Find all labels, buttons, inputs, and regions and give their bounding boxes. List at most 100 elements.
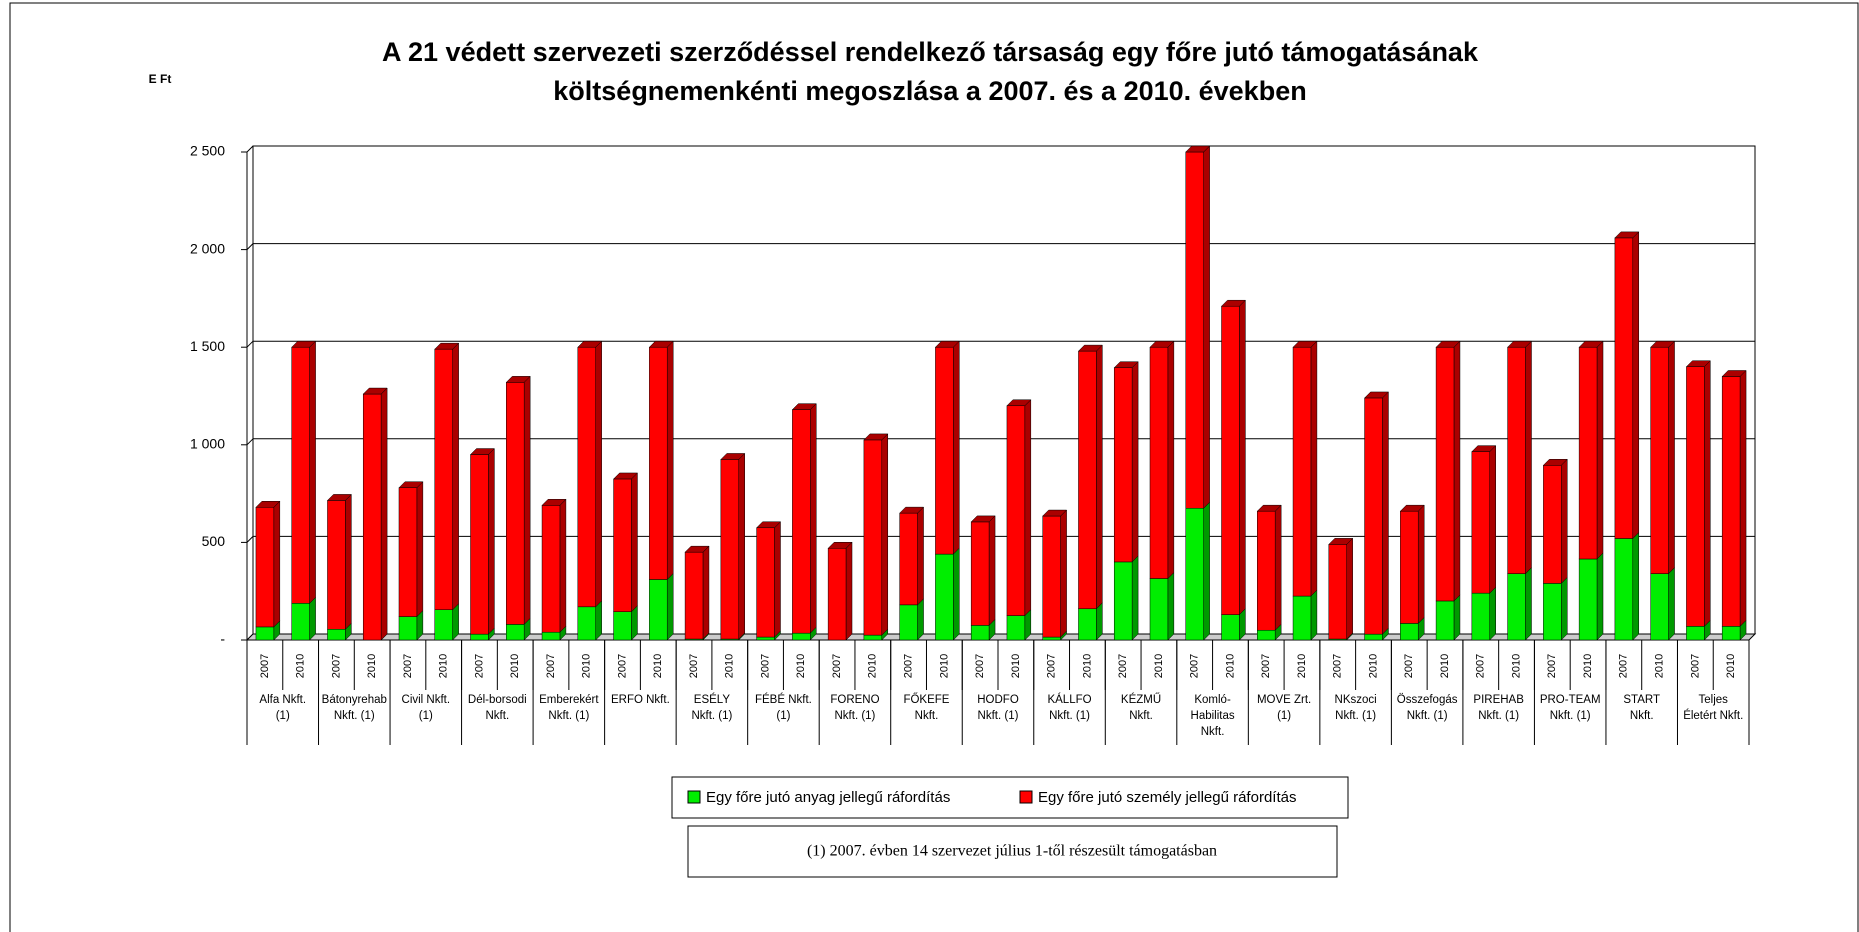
group-label: ERFO Nkft.	[611, 694, 670, 706]
bar-side	[845, 541, 853, 641]
bar-side	[738, 452, 745, 640]
bar-top	[1542, 459, 1568, 466]
group-label: Nkft.	[1129, 710, 1153, 722]
bar	[970, 625, 990, 641]
bar-side	[1668, 567, 1675, 641]
grid-line-depth	[246, 536, 254, 543]
bar-top	[1042, 509, 1068, 517]
x-tick-label: 2010	[1725, 654, 1737, 678]
group-label: NKszoci	[1335, 694, 1377, 706]
x-tick-label: 2007	[1117, 654, 1129, 678]
group-label: Teljes	[1699, 694, 1729, 706]
grid-line-depth	[246, 243, 254, 250]
bar	[506, 382, 525, 625]
bar-side	[273, 500, 281, 628]
bar-side	[1453, 594, 1461, 641]
bar	[1006, 615, 1026, 641]
bar-top	[577, 340, 603, 348]
bar	[649, 579, 668, 641]
bar-side	[953, 547, 960, 641]
x-tick-label: 2010	[795, 654, 807, 678]
bar	[541, 505, 561, 633]
group-label: FÉBÉ Nkft.	[755, 693, 812, 706]
x-tick-label: 2010	[1510, 654, 1522, 678]
group-label: PRO-TEAM	[1540, 694, 1601, 706]
x-tick-label: 2010	[509, 654, 521, 678]
x-tick-label: 2007	[330, 654, 342, 678]
bar	[1400, 623, 1419, 641]
bar	[577, 346, 596, 608]
group-label: Nkft. (1)	[548, 710, 589, 722]
bar-top	[434, 342, 460, 350]
bar	[756, 636, 775, 641]
bar	[291, 346, 310, 604]
bar	[1686, 626, 1705, 641]
group-label: FŐKEFE	[903, 692, 949, 706]
bar	[1221, 614, 1240, 641]
group-label: MOVE Zrt.	[1257, 694, 1311, 706]
group-label: START	[1623, 694, 1660, 706]
group-label: Nkft. (1)	[691, 710, 732, 722]
bar-side	[1346, 537, 1353, 640]
bar-top	[791, 403, 817, 410]
bar-side	[595, 600, 602, 641]
bar-side	[881, 433, 889, 636]
group-label: Nkft. (1)	[1335, 710, 1376, 722]
bar	[541, 631, 561, 641]
bar-top	[541, 499, 567, 506]
bar-side	[988, 515, 996, 626]
bar	[1578, 558, 1598, 641]
bar-side	[631, 472, 638, 613]
bar-top	[1149, 340, 1175, 348]
bar	[1578, 346, 1598, 560]
bar	[613, 611, 632, 641]
frame	[9, 2, 1859, 932]
x-tick-label: 2007	[616, 654, 628, 678]
bar	[1185, 507, 1204, 641]
grid-line-depth	[246, 145, 254, 153]
bar	[792, 632, 811, 641]
x-tick-label: 2007	[545, 654, 557, 678]
bar-side	[1489, 586, 1496, 641]
bar-side	[1668, 340, 1675, 575]
bar	[1292, 595, 1312, 641]
bar	[1042, 515, 1061, 638]
bar-side	[1632, 231, 1640, 540]
bar-side	[523, 375, 531, 625]
bar-top	[505, 376, 531, 383]
x-tick-label: 2007	[974, 654, 986, 678]
bar	[1435, 346, 1455, 602]
x-tick-label: 2010	[652, 654, 664, 678]
group-label: ESÉLY	[694, 693, 731, 706]
bar-top	[756, 521, 782, 529]
group-label: Nkft.	[1201, 726, 1225, 738]
bar-top	[1220, 299, 1246, 307]
bar-top	[469, 448, 495, 455]
x-tick-label: 2007	[1475, 654, 1487, 678]
bar	[792, 409, 811, 634]
bar-top	[1077, 344, 1103, 352]
bar-side	[1310, 589, 1318, 641]
group-label: FORENO	[830, 694, 879, 706]
bar	[1006, 405, 1026, 616]
y-tick-label: 500	[202, 533, 226, 549]
bar	[1400, 510, 1419, 624]
bar	[1042, 636, 1061, 641]
bar	[1113, 367, 1133, 563]
bar-side	[1096, 602, 1103, 641]
bar	[398, 616, 418, 641]
bar	[1364, 633, 1383, 641]
bar-side	[917, 506, 924, 606]
group-label: Nkft.	[1630, 710, 1654, 722]
bar-top	[684, 545, 710, 553]
bar-side	[1310, 340, 1318, 597]
group-label: Alfa Nkft.	[259, 694, 306, 706]
group-label: Nkft. (1)	[978, 710, 1019, 722]
bar	[863, 439, 883, 636]
bar-top	[326, 494, 352, 501]
x-tick-label: 2010	[295, 654, 307, 678]
group-label: (1)	[419, 710, 433, 722]
bar-top	[1399, 504, 1425, 512]
bar-top	[1614, 231, 1640, 239]
bar-top	[1256, 504, 1282, 512]
